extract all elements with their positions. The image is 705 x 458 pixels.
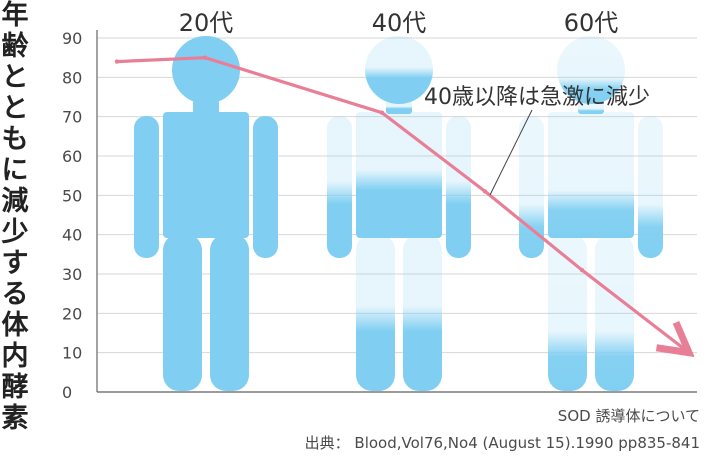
y-tick-label: 40 (62, 226, 82, 245)
series-point (379, 110, 385, 115)
person-torso (356, 112, 442, 238)
vertical-title-char: 内 (2, 341, 29, 372)
person-head (365, 36, 433, 104)
series-point (579, 267, 585, 273)
y-tick-label: 0 (62, 383, 72, 402)
y-tick-label: 30 (62, 265, 82, 284)
person-figures (134, 36, 663, 391)
y-tick-label: 20 (62, 304, 82, 323)
y-tick-label: 60 (62, 147, 82, 166)
person-torso (548, 112, 634, 238)
source-line-2: 出典： Blood,Vol76,No4 (August 15).1990 pp8… (305, 434, 700, 452)
person-left-leg (356, 234, 395, 391)
vertical-title-char: も (2, 124, 29, 155)
vertical-title-char: る (2, 279, 29, 310)
series-point (482, 189, 488, 194)
person-right-leg (403, 234, 442, 391)
person-right-leg (210, 234, 249, 391)
vertical-title-char: 少 (2, 217, 29, 248)
category-label: 20代 (179, 9, 234, 37)
vertical-title-char: と (2, 62, 29, 93)
vertical-title-char: と (2, 93, 29, 124)
person-torso (163, 112, 249, 238)
person-right-arm (253, 116, 278, 258)
person-left-arm (327, 116, 352, 258)
person-right-arm (446, 116, 471, 258)
y-tick-label: 10 (62, 344, 82, 363)
person-left-leg (163, 234, 202, 391)
person-left-leg (548, 234, 587, 391)
annotation-leader-line (489, 109, 533, 196)
y-tick-label: 80 (62, 68, 82, 87)
vertical-title-char: す (2, 248, 29, 279)
series-layer (114, 55, 692, 355)
source-line-1: SOD 誘導体について (558, 407, 700, 425)
y-tick-label: 90 (62, 29, 82, 48)
series-point (114, 59, 120, 64)
axes: 0 10 20 30 40 50 60 70 80 90 (62, 29, 697, 402)
vertical-title-char: 齢 (2, 30, 29, 62)
vertical-title-char: 年 (2, 0, 29, 31)
category-label: 40代 (372, 9, 427, 37)
y-tick-label: 70 (62, 108, 82, 127)
person-figure-3 (519, 36, 663, 391)
person-right-leg (595, 234, 634, 391)
person-head (172, 36, 240, 104)
person-neck (386, 100, 412, 114)
category-label: 60代 (564, 9, 619, 37)
y-tick-label: 50 (62, 186, 82, 205)
person-neck (193, 100, 219, 114)
person-figure-2 (327, 36, 471, 391)
vertical-title-char: 減 (2, 186, 29, 217)
person-neck (578, 100, 604, 114)
vertical-title-char: 素 (2, 403, 29, 434)
vertical-title-char: 体 (2, 310, 30, 341)
person-left-arm (134, 116, 159, 258)
person-head (557, 36, 625, 104)
person-figure-1 (134, 36, 278, 391)
vertical-title-char: 酵 (2, 372, 29, 403)
person-right-arm (638, 116, 663, 258)
vertical-title-char: に (2, 155, 29, 186)
annotation-text: 40歳以降は急激に減少 (424, 85, 650, 110)
series-point (202, 55, 208, 60)
series-line (115, 56, 689, 353)
series-point (686, 350, 692, 355)
